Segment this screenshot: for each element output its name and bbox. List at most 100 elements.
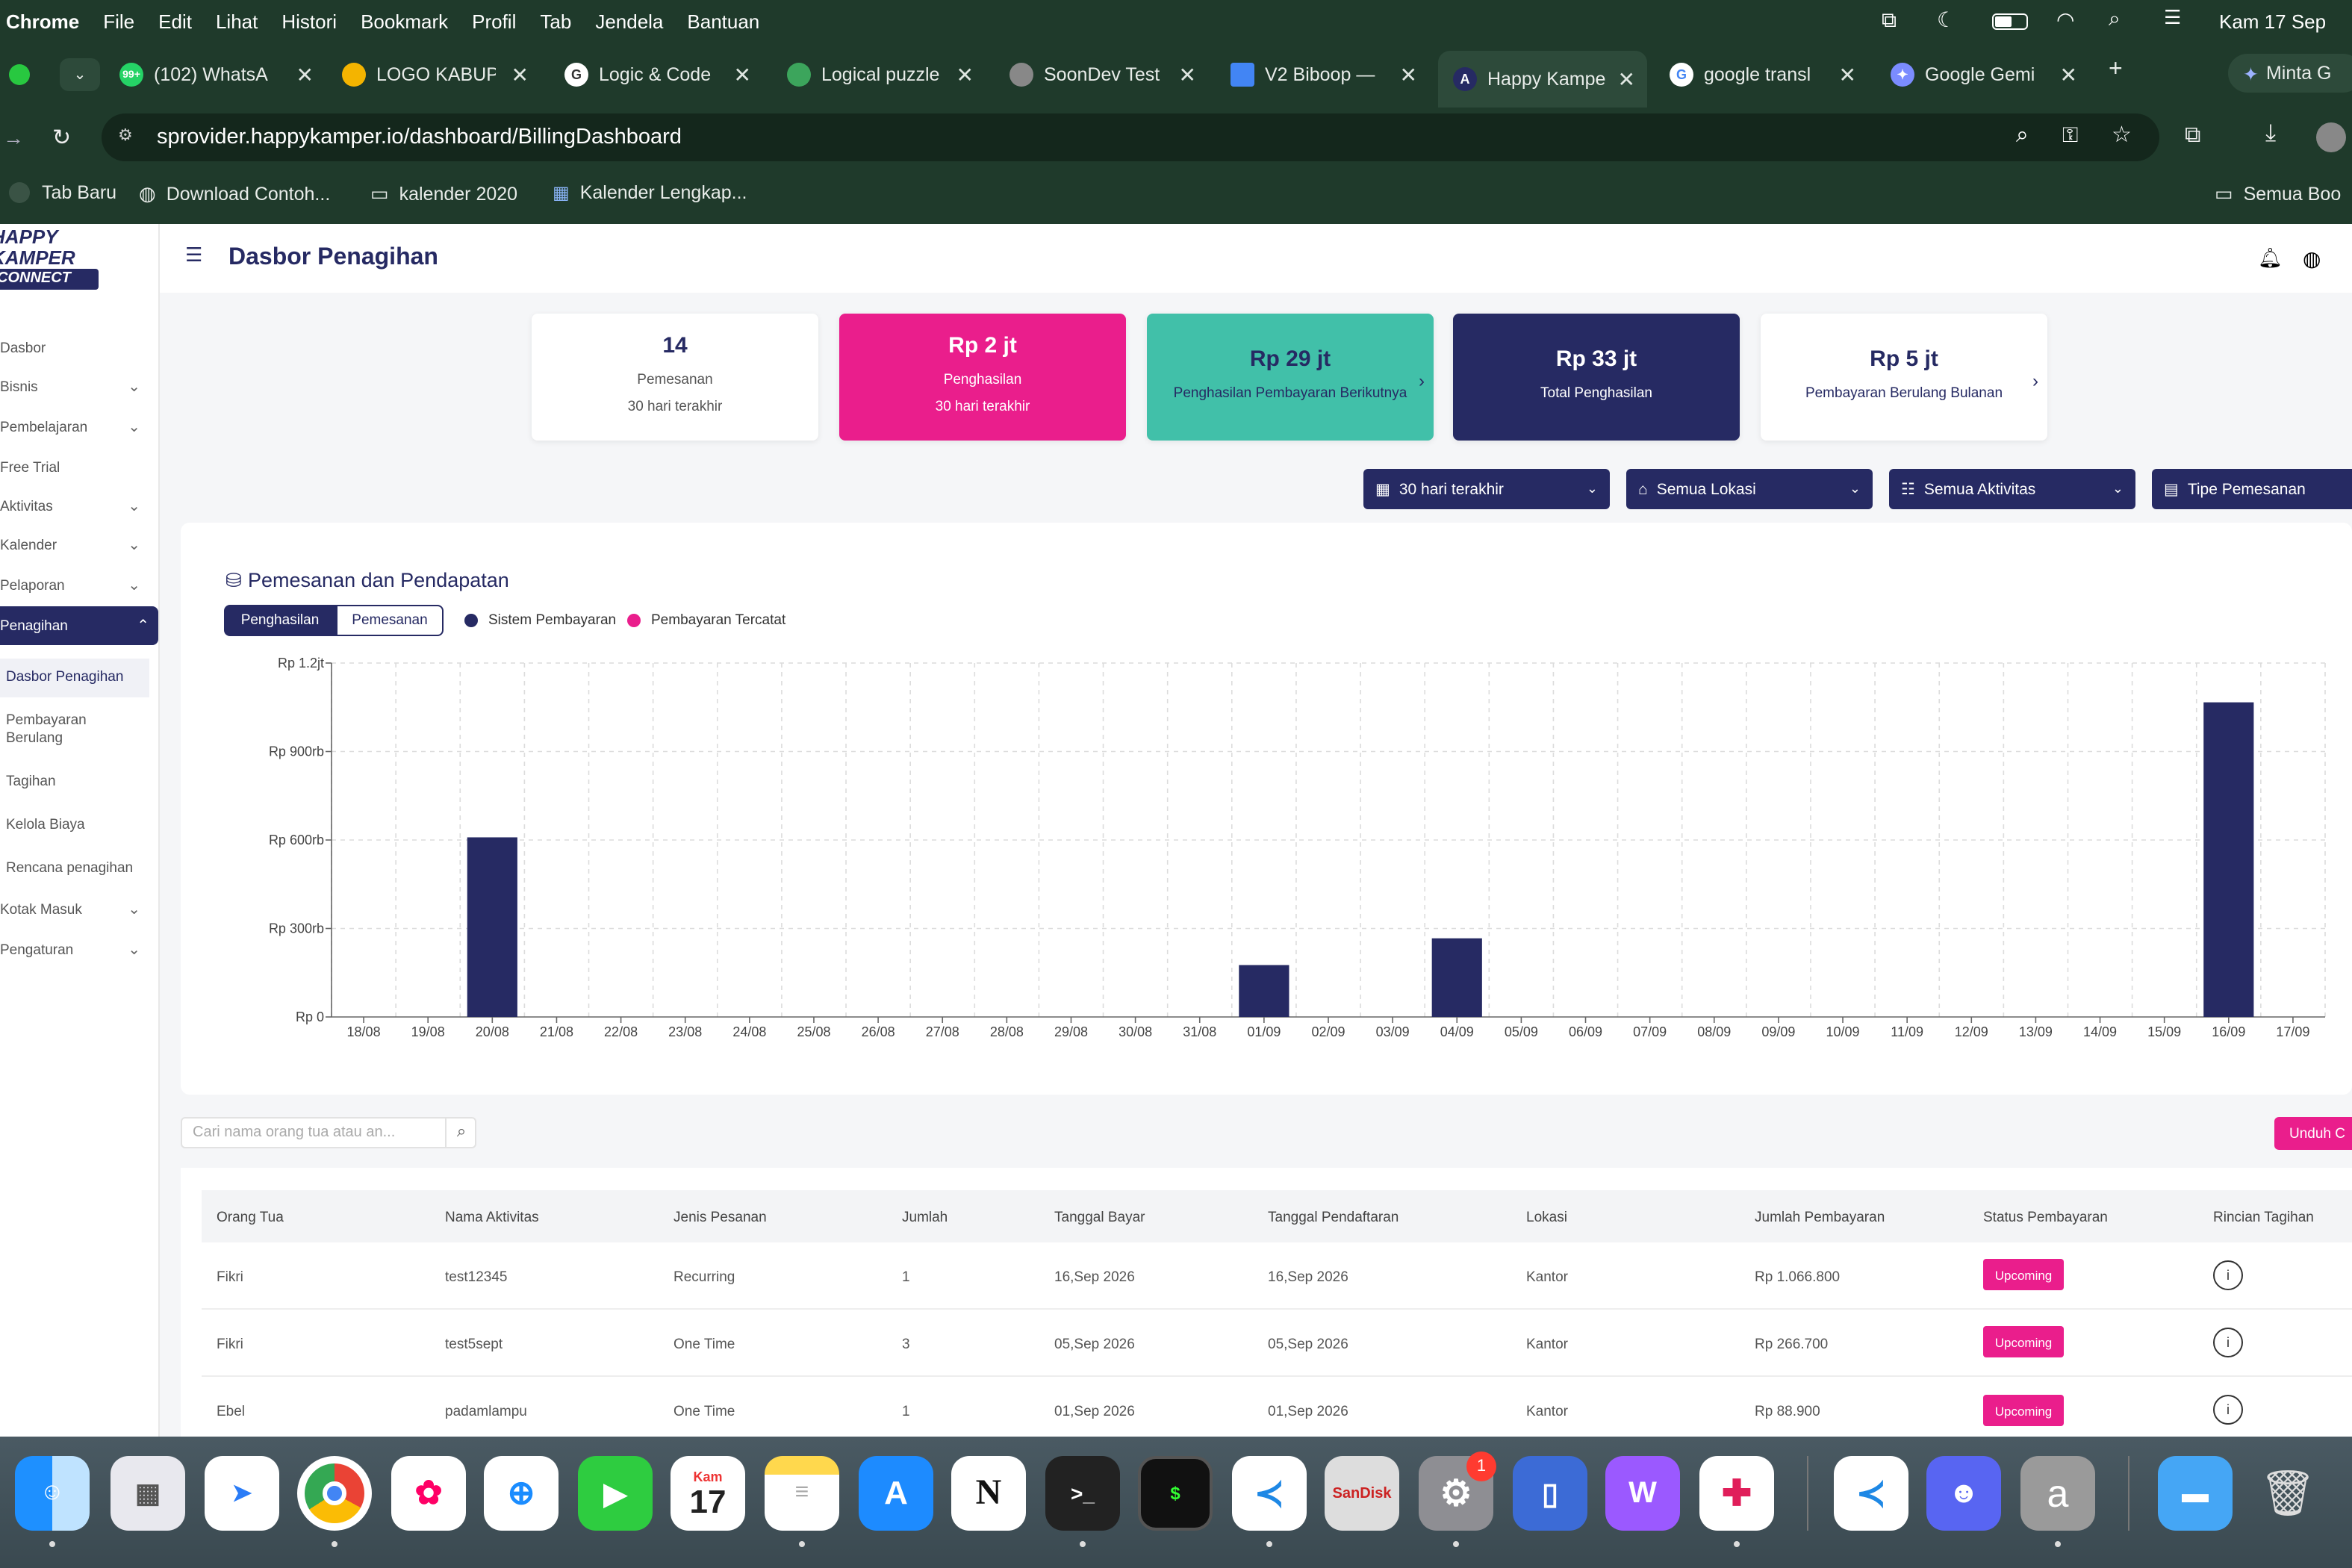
kpi-card-pembayaran-berikutnya[interactable]: Rp 29 jt Penghasilan Pembayaran Berikutn… [1147, 314, 1434, 441]
info-icon[interactable]: i [2213, 1328, 2243, 1357]
tab-soondev[interactable]: SoonDev Test ✕ [1009, 55, 1196, 94]
screen-record-icon[interactable]: ⧉ [1882, 7, 1897, 31]
close-icon[interactable]: ✕ [511, 62, 529, 86]
sandisk-icon[interactable]: SanDisk [1325, 1456, 1399, 1531]
gemini-ask-button[interactable]: ✦ Minta G [2228, 54, 2352, 93]
url-input[interactable]: ⚙ sprovider.happykamper.io/dashboard/Bil… [102, 113, 2159, 161]
sidebar-item-pengaturan[interactable]: Pengaturan ⌄ [0, 942, 140, 959]
menu-profile[interactable]: Profil [472, 10, 517, 32]
profile-avatar[interactable] [2316, 122, 2346, 152]
menubar-clock[interactable]: Kam 17 Sep [2219, 10, 2327, 33]
sidebar-item-free-trial[interactable]: Free Trial [0, 460, 60, 476]
menu-bookmark[interactable]: Bookmark [361, 10, 449, 32]
col-jumlah-pembayaran[interactable]: Jumlah Pembayaran [1755, 1210, 1885, 1226]
tab-search-icon[interactable]: ⌄ [60, 58, 100, 91]
sidebar-subitem-rencana-penagihan[interactable]: Rencana penagihan [6, 860, 134, 877]
wifi-icon[interactable]: ◠ [2056, 7, 2075, 31]
vscode-icon[interactable]: ≺ [1834, 1456, 1908, 1531]
tab-v2-biboop[interactable]: V2 Biboop — ✕ [1231, 55, 1417, 94]
col-lokasi[interactable]: Lokasi [1526, 1210, 1567, 1226]
app-store-icon[interactable]: A [859, 1456, 933, 1531]
bookmark-new-tab[interactable]: Tab Baru [9, 182, 116, 203]
close-icon[interactable]: ✕ [956, 62, 974, 86]
wps-icon[interactable]: W [1605, 1456, 1680, 1531]
menu-edit[interactable]: Edit [158, 10, 192, 32]
facetime-icon[interactable]: ▶ [578, 1456, 653, 1531]
close-icon[interactable]: ✕ [733, 62, 751, 86]
bookmark-kalender-lengkap[interactable]: ▦ Kalender Lengkap... [553, 182, 747, 203]
notification-bell-icon[interactable]: 🔔︎ [2258, 246, 2283, 269]
photos-icon[interactable]: ✿ [391, 1456, 466, 1531]
close-icon[interactable]: ✕ [1399, 62, 1417, 86]
reload-icon[interactable]: ↻ [52, 125, 72, 151]
sidebar-item-aktivitas[interactable]: Aktivitas ⌄ [0, 499, 140, 515]
battery-icon[interactable] [1992, 13, 2028, 30]
password-key-icon[interactable]: ⚿ [2062, 122, 2079, 146]
tab-logo-kabup[interactable]: LOGO KABUP ✕ [342, 55, 529, 94]
sidebar-item-kotak-masuk[interactable]: Kotak Masuk ⌄ [0, 902, 140, 918]
sidebar-item-pembelajaran[interactable]: Pembelajaran ⌄ [0, 420, 140, 436]
download-button[interactable]: Unduh C [2274, 1117, 2352, 1150]
filter-activity[interactable]: ☷ Semua Aktivitas ⌄ [1889, 469, 2135, 509]
menu-history[interactable]: Histori [281, 10, 337, 32]
col-jenis-pesanan[interactable]: Jenis Pesanan [673, 1210, 767, 1226]
download-icon[interactable]: ⤓ [2265, 121, 2277, 146]
close-icon[interactable]: ✕ [1617, 66, 1635, 90]
col-tanggal-pendaftaran[interactable]: Tanggal Pendaftaran [1268, 1210, 1399, 1226]
col-tanggal-bayar[interactable]: Tanggal Bayar [1054, 1210, 1145, 1226]
menu-help[interactable]: Bantuan [687, 10, 760, 32]
tab-logic-code[interactable]: G Logic & Code ✕ [564, 55, 751, 94]
filter-order-type[interactable]: ▤ Tipe Pemesanan [2152, 469, 2352, 509]
language-globe-icon[interactable]: ◍ [2303, 246, 2321, 270]
toggle-penghasilan[interactable]: Penghasilan [224, 605, 336, 636]
menu-toggle-icon[interactable]: ☰ [185, 243, 203, 266]
maps-icon[interactable]: ➤ [205, 1456, 279, 1531]
tab-happy-kamper[interactable]: A Happy Kampe ✕ [1438, 51, 1647, 108]
chevron-right-icon[interactable]: › [1419, 370, 1425, 391]
slack-icon[interactable]: ✚ [1699, 1456, 1774, 1531]
sidebar-subitem-pembayaran-berulang[interactable]: Pembayaran Berulang [6, 712, 87, 747]
close-icon[interactable]: ✕ [1178, 62, 1196, 86]
forward-icon[interactable]: → [3, 125, 24, 149]
col-rincian-tagihan[interactable]: Rincian Tagihan [2213, 1210, 2314, 1226]
app-a-icon[interactable]: a [2020, 1456, 2095, 1531]
col-status-pembayaran[interactable]: Status Pembayaran [1983, 1210, 2108, 1226]
launchpad-icon[interactable]: ▦ [111, 1456, 185, 1531]
window-zoom-button[interactable] [9, 64, 30, 85]
info-icon[interactable]: i [2213, 1395, 2243, 1425]
bookmark-download-contoh[interactable]: ◍ Download Contoh... [139, 182, 331, 205]
close-icon[interactable]: ✕ [1838, 62, 1856, 86]
folder-icon[interactable]: ▬ [2158, 1456, 2233, 1531]
toggle-pemesanan[interactable]: Pemesanan [336, 605, 444, 636]
sidebar-item-bisnis[interactable]: Bisnis ⌄ [0, 379, 140, 396]
search-input[interactable]: Cari nama orang tua atau an... [193, 1124, 396, 1141]
col-nama-aktivitas[interactable]: Nama Aktivitas [445, 1210, 539, 1226]
menu-window[interactable]: Jendela [595, 10, 664, 32]
menu-app-chrome[interactable]: Chrome [6, 10, 80, 32]
sidebar-item-penagihan[interactable]: Penagihan ⌃ [0, 606, 158, 645]
filter-date-range[interactable]: ▦ 30 hari terakhir ⌄ [1363, 469, 1610, 509]
close-icon[interactable]: ✕ [2059, 62, 2077, 86]
bookmark-star-icon[interactable]: ☆ [2112, 122, 2132, 148]
close-icon[interactable]: ✕ [296, 62, 314, 86]
search-field[interactable]: Cari nama orang tua atau an... ⌕ [181, 1117, 476, 1148]
new-tab-button[interactable]: + [2109, 57, 2123, 82]
sidebar-subitem-tagihan[interactable]: Tagihan [6, 774, 56, 790]
happykamper-logo[interactable]: HAPPY KAMPER CONNECT [0, 226, 99, 290]
bookmark-all[interactable]: ▭ Semua Boo [2215, 182, 2342, 205]
col-jumlah[interactable]: Jumlah [902, 1210, 948, 1226]
filter-location[interactable]: ⌂ Semua Lokasi ⌄ [1626, 469, 1873, 509]
tab-gemini[interactable]: ✦ Google Gemi ✕ [1891, 55, 2077, 94]
calendar-app-icon[interactable]: Kam 17 [671, 1456, 745, 1531]
vscode-icon[interactable]: ≺ [1232, 1456, 1307, 1531]
bookmark-kalender-2020[interactable]: ▭ kalender 2020 [370, 182, 518, 205]
sidebar-subitem-dasbor-penagihan[interactable]: Dasbor Penagihan [0, 659, 149, 697]
simulator-icon[interactable]: ▯ [1513, 1456, 1587, 1531]
sidebar-subitem-kelola-biaya[interactable]: Kelola Biaya [6, 817, 85, 833]
menu-file[interactable]: File [103, 10, 135, 32]
terminal-icon[interactable]: >_ [1045, 1456, 1120, 1531]
iterm-icon[interactable]: $ [1138, 1456, 1213, 1531]
col-orang-tua[interactable]: Orang Tua [217, 1210, 284, 1226]
chrome-icon[interactable] [297, 1456, 372, 1531]
